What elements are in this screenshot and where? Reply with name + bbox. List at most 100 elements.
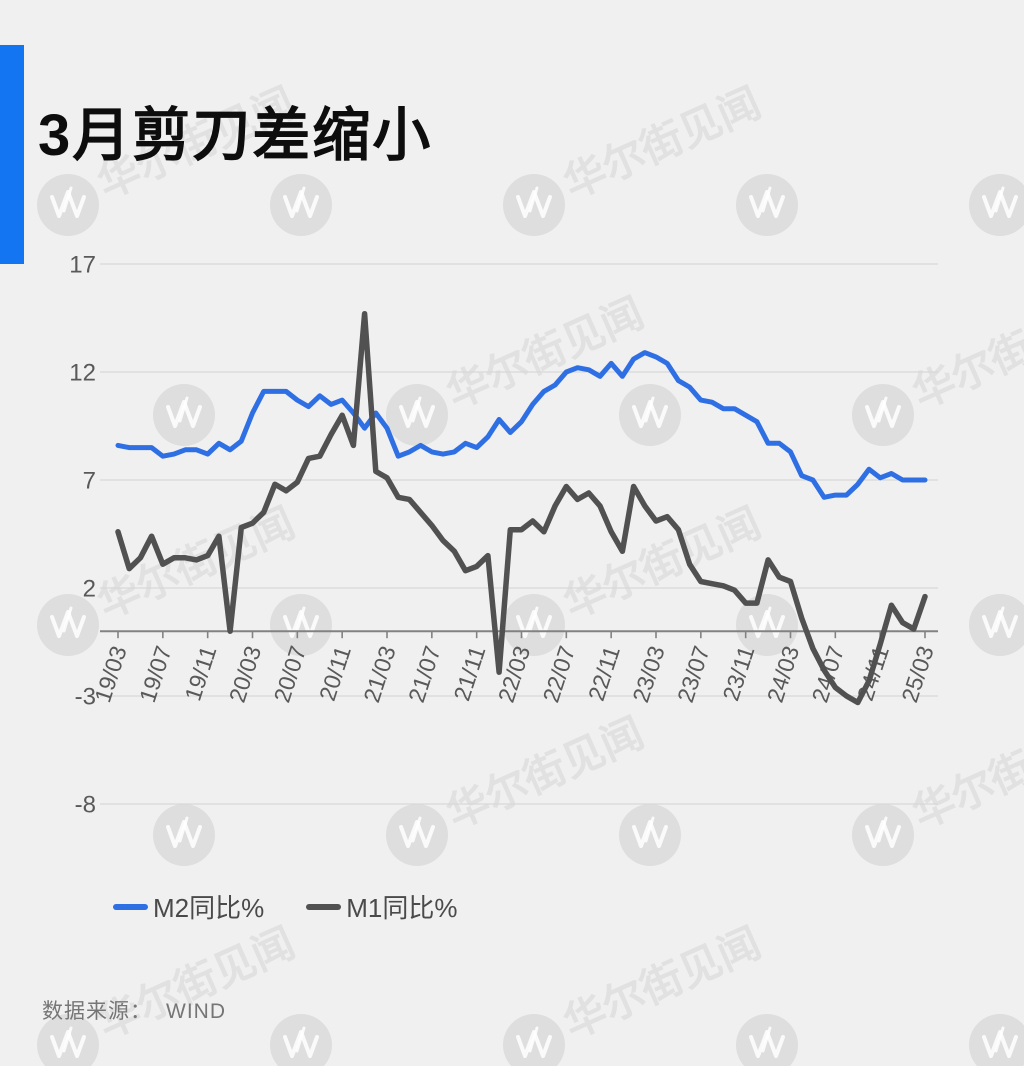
w-glyph-slash — [62, 1026, 73, 1053]
w-glyph-slash — [528, 186, 539, 213]
w-glyph — [283, 1030, 319, 1058]
y-tick-label: 7 — [83, 468, 96, 495]
w-glyph — [982, 1030, 1018, 1058]
watermark-unit — [153, 804, 215, 866]
w-glyph-slash — [411, 396, 422, 423]
wallstreetcn-w-icon — [386, 384, 448, 446]
w-glyph — [516, 610, 552, 638]
w-glyph — [283, 190, 319, 218]
wallstreetcn-w-icon — [153, 384, 215, 446]
w-glyph-slash — [994, 1026, 1005, 1053]
wallstreetcn-w-icon — [852, 384, 914, 446]
y-tick-label: -3 — [75, 684, 96, 711]
legend-label-m1: M1同比% — [346, 893, 458, 923]
w-glyph-slash — [528, 1026, 539, 1053]
w-glyph-slash — [877, 816, 888, 843]
w-glyph-slash — [761, 186, 772, 213]
wallstreetcn-w-icon — [37, 174, 99, 236]
watermark-unit — [270, 1014, 332, 1066]
legend-label-m2: M2同比% — [153, 893, 265, 923]
w-glyph — [865, 820, 901, 848]
w-glyph — [50, 1030, 86, 1058]
m1-line — [115, 310, 928, 706]
watermark-unit — [736, 594, 798, 656]
w-glyph — [749, 610, 785, 638]
wallstreetcn-w-icon — [619, 384, 681, 446]
x-tick-label: 21/11 — [448, 643, 490, 704]
w-glyph-slash — [178, 816, 189, 843]
w-glyph — [399, 400, 435, 428]
w-glyph — [982, 190, 1018, 218]
m1-line-swatch — [306, 903, 342, 910]
w-glyph — [632, 820, 668, 848]
w-glyph-slash — [62, 606, 73, 633]
wallstreetcn-w-icon — [503, 594, 565, 656]
wallstreetcn-w-icon — [153, 804, 215, 866]
w-glyph-slash — [295, 1026, 306, 1053]
title-accent-bar — [0, 45, 24, 264]
w-glyph — [166, 820, 202, 848]
wallstreetcn-w-icon — [386, 804, 448, 866]
data-source-label: 数据来源： — [42, 1000, 152, 1023]
watermark-unit — [619, 804, 681, 866]
w-glyph-slash — [295, 186, 306, 213]
w-glyph — [749, 190, 785, 218]
w-glyph — [166, 400, 202, 428]
watermark-unit — [736, 1014, 798, 1066]
watermark-unit — [619, 384, 681, 446]
w-glyph — [982, 610, 1018, 638]
w-glyph — [632, 400, 668, 428]
watermark-unit — [736, 174, 798, 236]
data-source-value: WIND — [166, 1000, 226, 1023]
wallstreetcn-w-icon — [270, 174, 332, 236]
w-glyph-slash — [994, 606, 1005, 633]
wallstreetcn-w-icon — [503, 174, 565, 236]
w-glyph-slash — [178, 396, 189, 423]
w-glyph — [749, 1030, 785, 1058]
w-glyph-slash — [62, 186, 73, 213]
watermark-unit — [270, 174, 332, 236]
wallstreetcn-w-icon — [37, 594, 99, 656]
x-tick-label: 22/11 — [583, 643, 625, 704]
x-tick-label: 19/11 — [179, 643, 221, 704]
watermark-unit — [153, 384, 215, 446]
w-glyph-slash — [644, 816, 655, 843]
x-tick-label: 20/11 — [314, 643, 356, 704]
wallstreetcn-w-icon — [270, 594, 332, 656]
w-glyph-slash — [761, 606, 772, 633]
w-glyph — [865, 400, 901, 428]
page-title: 3月剪刀差缩小 — [38, 103, 433, 168]
legend-item-m1: M1同比% — [306, 888, 458, 925]
wallstreetcn-w-icon — [736, 174, 798, 236]
w-glyph-slash — [761, 1026, 772, 1053]
w-glyph-slash — [877, 396, 888, 423]
m2-line — [115, 350, 928, 500]
y-tick-label: 12 — [69, 360, 96, 387]
data-source: 数据来源： WIND — [42, 995, 226, 1025]
chart-legend: M2同比% M1同比% — [113, 888, 458, 925]
w-glyph-slash — [644, 396, 655, 423]
m2-line-swatch — [113, 903, 148, 910]
w-glyph — [50, 190, 86, 218]
y-tick-label: 2 — [83, 576, 96, 603]
w-glyph-slash — [994, 186, 1005, 213]
w-glyph-slash — [528, 606, 539, 633]
w-glyph-slash — [295, 606, 306, 633]
legend-item-m2: M2同比% — [113, 888, 264, 925]
wallstreetcn-w-icon — [852, 804, 914, 866]
y-tick-label: 17 — [69, 252, 96, 279]
w-glyph — [50, 610, 86, 638]
w-glyph — [516, 190, 552, 218]
y-tick-label: -8 — [75, 792, 96, 819]
watermark-unit — [270, 594, 332, 656]
x-tick-label: 23/11 — [717, 643, 759, 704]
w-glyph — [516, 1030, 552, 1058]
wallstreetcn-w-icon — [619, 804, 681, 866]
w-glyph — [283, 610, 319, 638]
w-glyph-slash — [411, 816, 422, 843]
wallstreetcn-w-icon — [736, 594, 798, 656]
w-glyph — [399, 820, 435, 848]
